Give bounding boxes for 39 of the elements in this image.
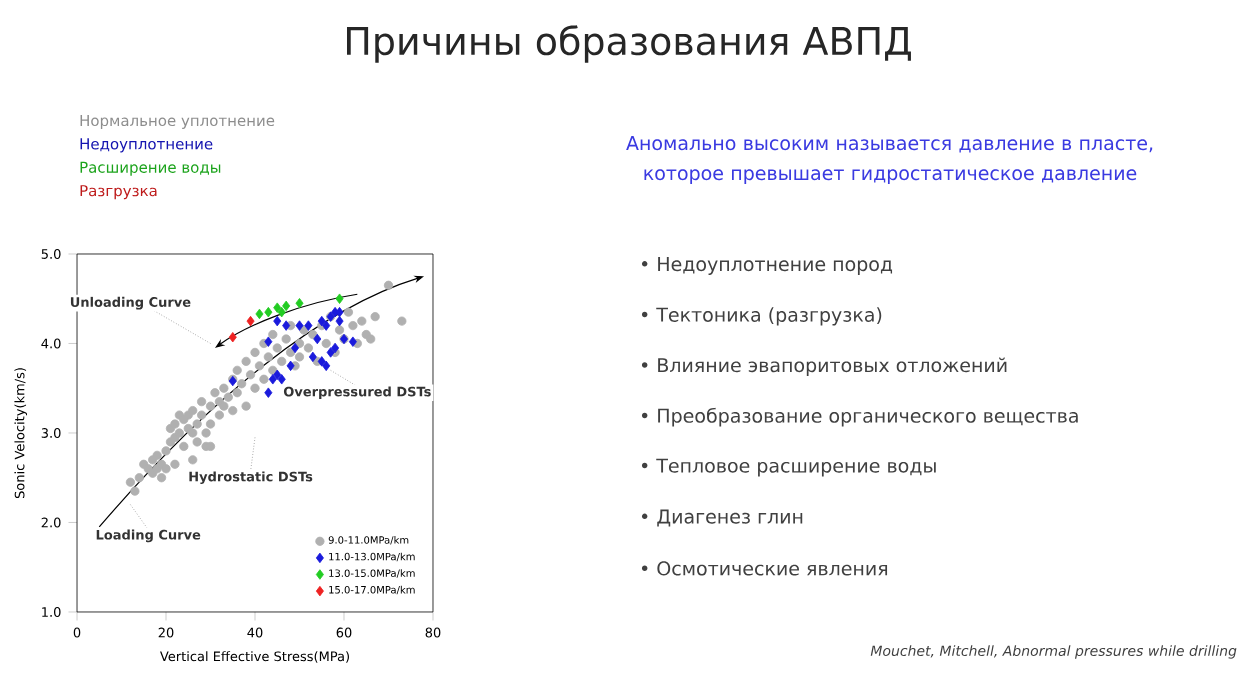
point <box>246 315 255 327</box>
point <box>277 374 286 385</box>
point <box>291 342 300 354</box>
point <box>326 347 335 358</box>
point <box>264 336 273 347</box>
text: • Осмотические явления <box>641 561 888 576</box>
text: • Недоуплотнение пород <box>641 257 893 275</box>
point <box>264 387 273 398</box>
text: • Влияние эвапоритовых отложений <box>641 357 1007 376</box>
point <box>273 315 282 327</box>
point <box>348 336 357 347</box>
point <box>273 369 282 381</box>
point <box>295 298 304 309</box>
point <box>277 306 286 318</box>
text: • Преобразование органического вещества <box>641 407 1078 427</box>
text: • Тектоника (разгрузка) <box>641 307 882 326</box>
point <box>255 308 264 320</box>
point <box>317 356 326 367</box>
point <box>308 351 317 363</box>
point <box>322 360 331 372</box>
point <box>264 306 273 318</box>
point <box>295 320 304 331</box>
point <box>228 332 237 343</box>
text: Аномально высоким называется давление в пласте, которое превышает гидростатическое давление <box>626 136 1153 184</box>
point <box>335 315 344 327</box>
point <box>304 320 313 331</box>
point <box>286 360 295 372</box>
point <box>331 342 340 354</box>
point <box>322 320 331 331</box>
point <box>313 333 322 345</box>
text: • Диагенез глин <box>641 509 803 527</box>
point <box>282 300 291 312</box>
point <box>273 302 282 313</box>
point <box>282 320 291 331</box>
point <box>268 374 277 385</box>
point <box>335 293 344 304</box>
text: Причины образования АВПД <box>347 25 911 63</box>
text: • Тепловое расширение воды <box>641 458 936 477</box>
point <box>317 315 326 327</box>
